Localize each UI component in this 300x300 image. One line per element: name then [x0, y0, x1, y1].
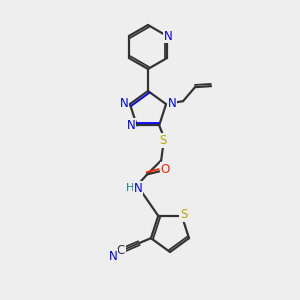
Text: N: N: [127, 119, 135, 132]
Text: H: H: [126, 183, 134, 194]
Text: S: S: [180, 208, 188, 221]
Text: C: C: [117, 244, 125, 257]
Text: S: S: [160, 134, 167, 147]
Text: N: N: [134, 182, 142, 195]
Text: N: N: [164, 29, 172, 43]
Text: N: N: [120, 97, 128, 110]
Text: N: N: [168, 97, 176, 110]
Text: O: O: [160, 163, 170, 176]
Text: N: N: [109, 250, 117, 263]
